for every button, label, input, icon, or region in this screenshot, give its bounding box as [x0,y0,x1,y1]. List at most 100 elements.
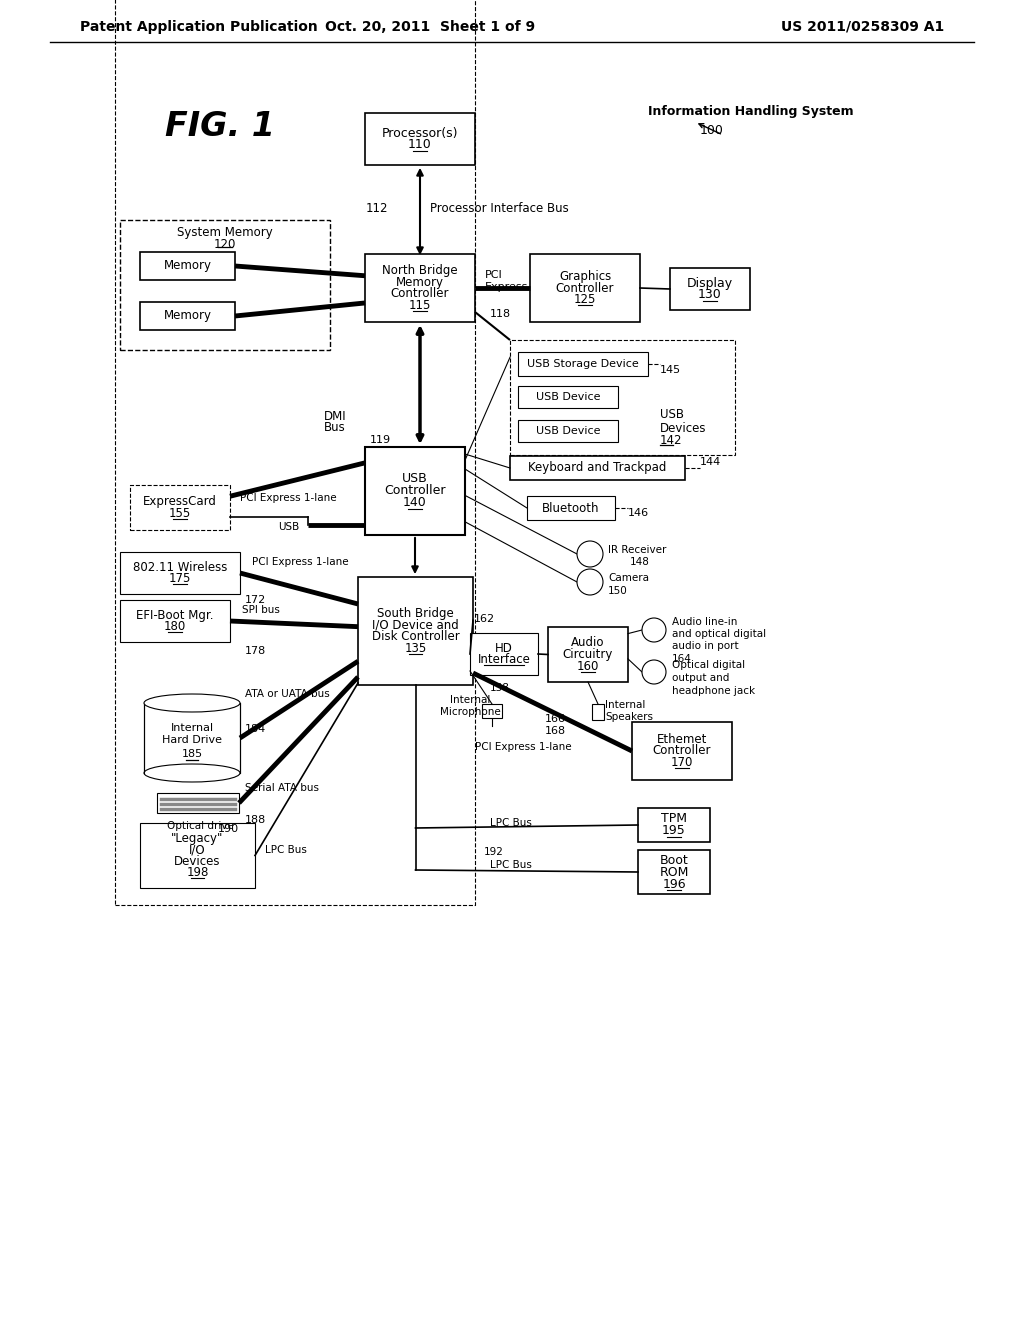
Text: Patent Application Publication: Patent Application Publication [80,20,317,34]
Text: Bus: Bus [325,421,346,434]
FancyBboxPatch shape [140,302,234,330]
Text: 188: 188 [245,814,266,825]
Text: Boot: Boot [659,854,688,866]
FancyBboxPatch shape [140,822,255,888]
Text: 125: 125 [573,293,596,306]
Text: USB Device: USB Device [536,426,600,436]
Text: Graphics: Graphics [559,271,611,282]
FancyBboxPatch shape [470,634,538,675]
Text: Audio: Audio [571,636,605,649]
Text: Microphone: Microphone [439,708,501,717]
Text: LPC Bus: LPC Bus [490,818,531,828]
Text: "Legacy": "Legacy" [171,832,223,845]
Text: 140: 140 [403,496,427,510]
Text: 162: 162 [474,614,496,624]
FancyBboxPatch shape [120,601,230,642]
Ellipse shape [144,694,240,711]
FancyBboxPatch shape [518,385,618,408]
Text: 142: 142 [660,434,683,447]
Text: System Memory: System Memory [177,226,272,239]
Text: 802.11 Wireless: 802.11 Wireless [133,561,227,574]
FancyBboxPatch shape [638,850,710,894]
FancyBboxPatch shape [365,253,475,322]
Text: USB: USB [278,521,299,532]
FancyBboxPatch shape [130,484,230,531]
Text: 185: 185 [181,748,203,759]
Text: and optical digital: and optical digital [672,630,766,639]
Text: Devices: Devices [174,855,221,867]
Text: Display: Display [687,276,733,289]
Text: 135: 135 [404,642,427,655]
Text: I/O Device and: I/O Device and [372,619,459,632]
Text: 110: 110 [409,139,432,152]
Text: Information Handling System: Information Handling System [648,106,854,117]
Text: 146: 146 [628,508,649,517]
Text: 180: 180 [164,620,186,634]
Text: 144: 144 [700,457,721,467]
Text: 168: 168 [545,726,566,737]
FancyBboxPatch shape [527,496,615,520]
Text: Serial ATA bus: Serial ATA bus [245,783,319,793]
Text: 192: 192 [484,847,504,857]
Ellipse shape [144,764,240,781]
Text: 158: 158 [490,682,510,693]
Text: SPI bus: SPI bus [242,605,280,615]
Text: Ethemet: Ethemet [656,733,708,746]
FancyBboxPatch shape [140,252,234,280]
Text: EFI-Boot Mgr.: EFI-Boot Mgr. [136,609,214,622]
Text: ExpressCard: ExpressCard [143,495,217,508]
Text: Circuitry: Circuitry [563,648,613,661]
Text: PCI Express 1-lane: PCI Express 1-lane [240,492,337,503]
Text: 172: 172 [245,595,266,605]
Text: output and: output and [672,673,729,682]
FancyBboxPatch shape [592,704,604,719]
Text: 178: 178 [245,645,266,656]
Circle shape [577,569,603,595]
Text: ROM: ROM [659,866,689,879]
FancyBboxPatch shape [632,722,732,780]
FancyBboxPatch shape [548,627,628,682]
Text: I/O: I/O [189,843,206,857]
Text: US 2011/0258309 A1: US 2011/0258309 A1 [780,20,944,34]
Text: Internal: Internal [170,723,214,733]
Text: PCI Express 1-lane: PCI Express 1-lane [252,557,348,568]
Text: USB: USB [402,473,428,486]
Text: USB Storage Device: USB Storage Device [527,359,639,370]
Text: 196: 196 [663,878,686,891]
Text: Memory: Memory [164,260,212,272]
Text: 190: 190 [218,824,240,834]
Text: 184: 184 [245,723,266,734]
Text: Disk Controller: Disk Controller [372,630,460,643]
Text: Internal: Internal [450,696,490,705]
Text: 148: 148 [630,557,650,568]
Text: Oct. 20, 2011  Sheet 1 of 9: Oct. 20, 2011 Sheet 1 of 9 [325,20,536,34]
Text: LPC Bus: LPC Bus [490,861,531,870]
Text: 195: 195 [663,825,686,837]
Text: 130: 130 [698,289,722,301]
Text: 115: 115 [409,298,431,312]
Text: ATA or UATA bus: ATA or UATA bus [245,689,330,700]
FancyBboxPatch shape [365,114,475,165]
Text: Audio line-in: Audio line-in [672,616,737,627]
FancyBboxPatch shape [510,455,685,480]
Text: Internal: Internal [605,700,645,710]
Text: South Bridge: South Bridge [377,607,454,620]
Text: 175: 175 [169,573,191,585]
Text: USB: USB [660,408,684,421]
FancyBboxPatch shape [365,447,465,535]
Text: 118: 118 [490,309,511,319]
FancyBboxPatch shape [530,253,640,322]
Circle shape [642,618,666,642]
Text: 198: 198 [186,866,209,879]
FancyBboxPatch shape [157,793,239,813]
FancyBboxPatch shape [358,577,473,685]
FancyBboxPatch shape [144,704,240,774]
FancyBboxPatch shape [518,352,648,376]
Text: 160: 160 [577,660,599,672]
Text: USB Device: USB Device [536,392,600,403]
Text: Camera: Camera [608,573,649,583]
Text: IR Receiver: IR Receiver [608,545,667,554]
Text: North Bridge: North Bridge [382,264,458,277]
Text: LPC Bus: LPC Bus [265,845,307,855]
FancyBboxPatch shape [670,268,750,310]
